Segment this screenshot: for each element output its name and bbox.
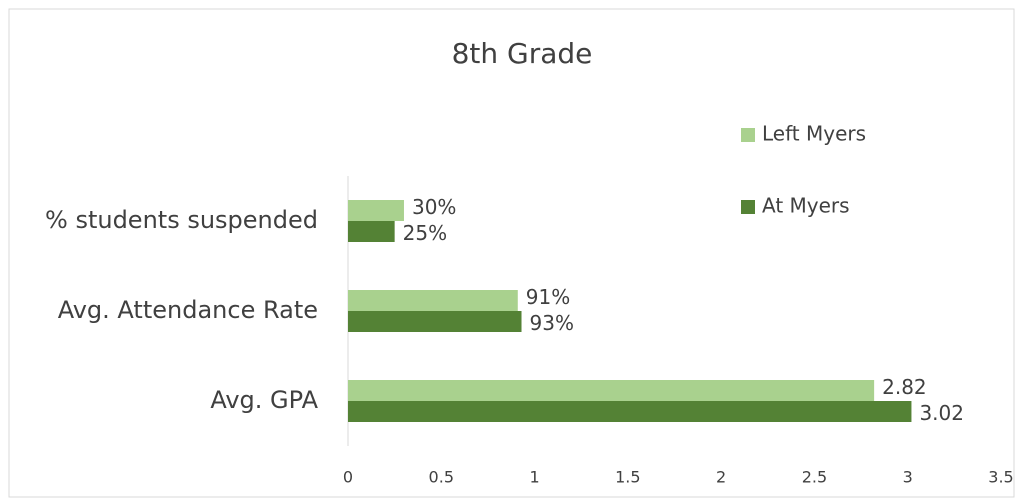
x-tick-label: 1: [529, 468, 539, 487]
legend-label: Left Myers: [762, 122, 866, 146]
bar: [348, 290, 518, 311]
value-label: 93%: [530, 311, 574, 335]
bar: [348, 380, 875, 401]
x-tick-label: 3.5: [988, 468, 1013, 487]
legend-swatch: [741, 200, 755, 214]
y-tick-label: % students suspended: [45, 206, 318, 234]
value-label: 25%: [403, 221, 447, 245]
x-tick-label: 0.5: [429, 468, 454, 487]
x-tick-label: 3: [903, 468, 913, 487]
value-label: 91%: [526, 285, 570, 309]
y-tick-label: Avg. Attendance Rate: [58, 296, 318, 324]
chart-title: 8th Grade: [452, 37, 593, 70]
x-tick-label: 2: [716, 468, 726, 487]
value-label: 30%: [412, 195, 456, 219]
value-label: 2.82: [882, 375, 927, 399]
bar: [348, 221, 395, 242]
legend-swatch: [741, 128, 755, 142]
bar: [348, 200, 404, 221]
x-tick-label: 1.5: [615, 468, 640, 487]
legend-label: At Myers: [762, 194, 850, 218]
x-tick-label: 2.5: [802, 468, 827, 487]
y-tick-label: Avg. GPA: [210, 386, 318, 414]
bar: [348, 401, 912, 422]
value-label: 3.02: [919, 401, 964, 425]
chart-border: [8, 8, 1015, 498]
bar: [348, 311, 522, 332]
x-tick-label: 0: [343, 468, 353, 487]
